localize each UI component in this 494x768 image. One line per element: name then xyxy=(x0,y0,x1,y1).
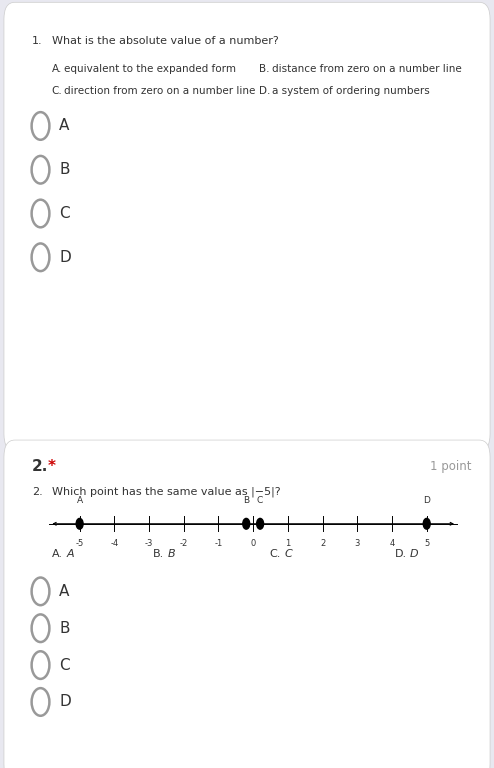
Text: -1: -1 xyxy=(214,539,223,548)
Text: 4: 4 xyxy=(389,539,395,548)
FancyBboxPatch shape xyxy=(4,2,490,451)
Text: A: A xyxy=(59,118,70,134)
Text: B.: B. xyxy=(153,549,165,560)
Circle shape xyxy=(257,518,264,529)
Text: B: B xyxy=(168,549,175,560)
Text: 2.: 2. xyxy=(32,486,43,497)
Text: 1: 1 xyxy=(285,539,290,548)
Circle shape xyxy=(243,518,249,529)
Text: What is the absolute value of a number?: What is the absolute value of a number? xyxy=(52,36,279,47)
Text: a system of ordering numbers: a system of ordering numbers xyxy=(272,85,429,96)
Text: equivalent to the expanded form: equivalent to the expanded form xyxy=(64,64,236,74)
Text: 1 point: 1 point xyxy=(430,460,472,472)
Text: C: C xyxy=(284,549,292,560)
Text: C.: C. xyxy=(52,85,63,96)
Text: B: B xyxy=(59,621,70,636)
Text: -2: -2 xyxy=(180,539,188,548)
Text: B: B xyxy=(243,495,249,505)
Text: -4: -4 xyxy=(110,539,119,548)
Text: distance from zero on a number line: distance from zero on a number line xyxy=(272,64,461,74)
Text: C.: C. xyxy=(269,549,281,560)
Text: A.: A. xyxy=(52,549,63,560)
Text: A: A xyxy=(77,495,82,505)
Text: C: C xyxy=(257,495,263,505)
Text: B: B xyxy=(59,162,70,177)
Text: C: C xyxy=(59,657,70,673)
Text: A: A xyxy=(59,584,70,599)
Text: D: D xyxy=(423,495,430,505)
Text: direction from zero on a number line: direction from zero on a number line xyxy=(64,85,255,96)
Text: 0: 0 xyxy=(250,539,256,548)
Text: -3: -3 xyxy=(145,539,153,548)
Text: D.: D. xyxy=(395,549,408,560)
Text: 5: 5 xyxy=(424,539,429,548)
Text: C: C xyxy=(59,206,70,221)
Text: 2.: 2. xyxy=(32,458,48,474)
Text: D: D xyxy=(59,694,71,710)
Text: Which point has the same value as |−5|?: Which point has the same value as |−5|? xyxy=(52,486,281,497)
Text: D.: D. xyxy=(259,85,271,96)
Text: D: D xyxy=(410,549,418,560)
Circle shape xyxy=(423,518,430,529)
Text: B.: B. xyxy=(259,64,270,74)
Text: A: A xyxy=(67,549,74,560)
Text: -5: -5 xyxy=(76,539,84,548)
FancyBboxPatch shape xyxy=(4,440,490,768)
Text: 1.: 1. xyxy=(32,36,43,47)
Text: A.: A. xyxy=(52,64,62,74)
Text: 3: 3 xyxy=(355,539,360,548)
Circle shape xyxy=(76,518,83,529)
Text: D: D xyxy=(59,250,71,265)
Text: *: * xyxy=(48,458,56,474)
Text: 2: 2 xyxy=(320,539,325,548)
